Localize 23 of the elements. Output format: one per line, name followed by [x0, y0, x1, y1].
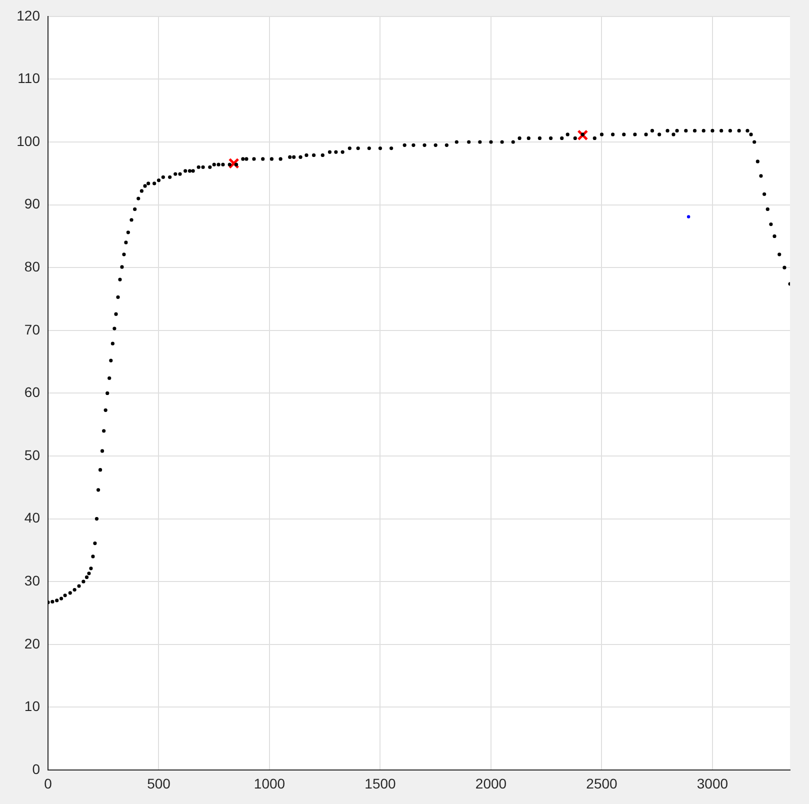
y-tick-label: 50: [24, 446, 40, 463]
x-tick-label: 500: [147, 775, 171, 792]
point: [686, 215, 690, 218]
y-tick-label: 120: [16, 7, 40, 24]
y-tick-label: 60: [24, 384, 40, 400]
x-tick-label: 1500: [364, 775, 396, 792]
y-tick-label: 90: [24, 196, 40, 212]
x-tick-label: 2000: [475, 775, 507, 792]
y-tick-label: 110: [18, 70, 40, 86]
y-tick-label: 100: [16, 132, 40, 149]
point: [228, 158, 240, 169]
y-tick-label: 30: [24, 572, 40, 588]
point: [577, 130, 588, 141]
y-tick-label: 80: [24, 258, 40, 274]
y-tick-label: 0: [32, 760, 40, 777]
y-tick-label: 40: [24, 510, 40, 526]
x-tick-label: 2500: [586, 775, 618, 792]
x-tick-label: 1000: [254, 775, 286, 792]
y-tick-label: 70: [24, 321, 40, 338]
x-tick-label: 3000: [696, 775, 728, 792]
x-tick-label: 0: [44, 775, 52, 792]
y-tick-label: 20: [24, 635, 40, 652]
y-tick-label: 10: [24, 698, 40, 714]
